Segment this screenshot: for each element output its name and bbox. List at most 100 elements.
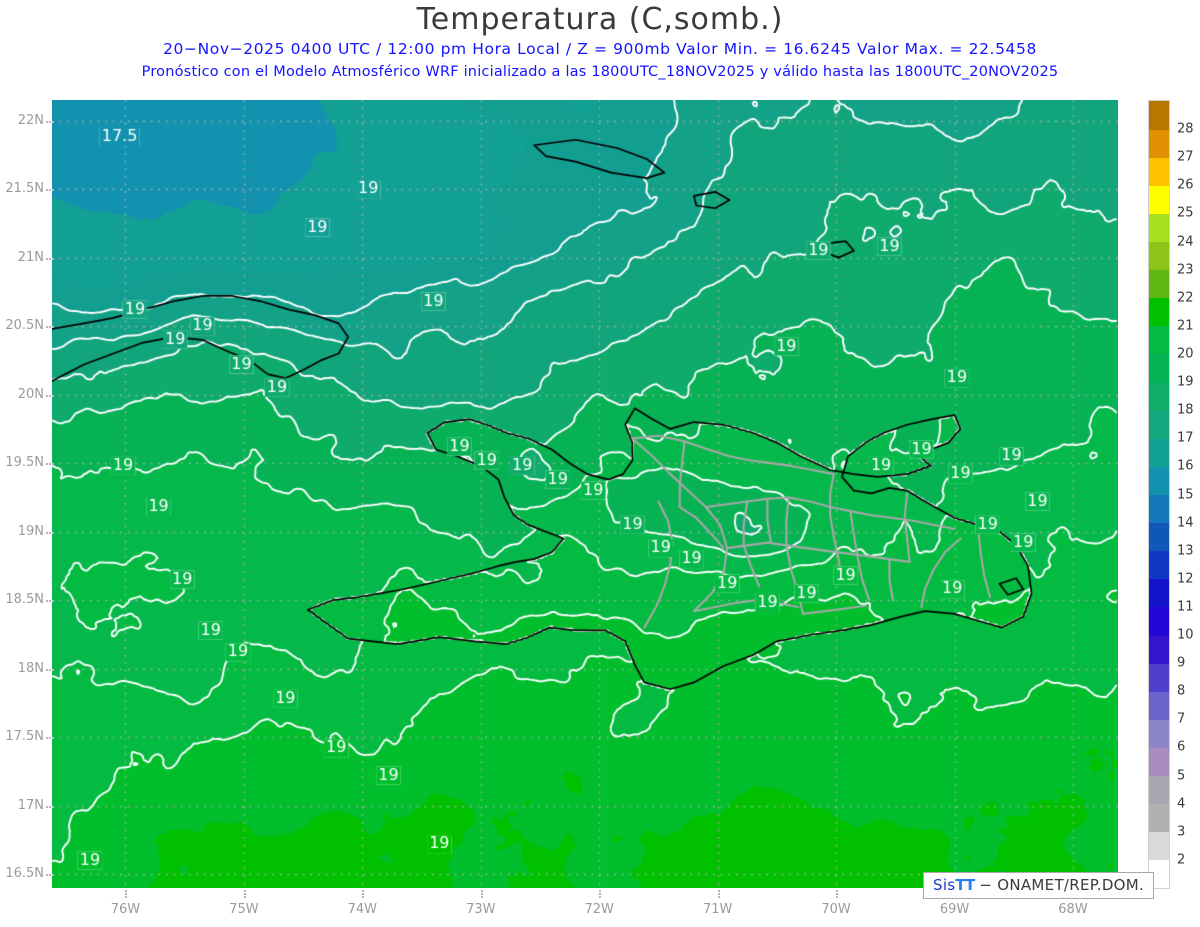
longitude-tick-label: 73W <box>466 902 496 917</box>
latitude-tick-label: 21N <box>17 249 44 265</box>
colorbar-tick-label: 23 <box>1177 262 1194 278</box>
longitude-tick-mark <box>836 890 839 898</box>
colorbar-tick-label: 24 <box>1177 234 1194 250</box>
colorbar-swatch <box>1149 663 1169 692</box>
colorbar-tick-label: 12 <box>1177 571 1194 587</box>
latitude-tick-mark <box>46 737 54 740</box>
model-description-line: Pronóstico con el Modelo Atmosférico WRF… <box>141 64 1059 80</box>
latitude-tick-label: 16.5N <box>5 866 44 882</box>
colorbar-swatch <box>1149 241 1169 271</box>
latitude-tick-label: 17N <box>17 797 44 813</box>
colorbar-swatch <box>1149 297 1169 327</box>
attribution-badge: SisTT − ONAMET/REP.DOM. <box>923 872 1155 899</box>
longitude-tick-label: 68W <box>1058 902 1088 917</box>
latitude-tick-mark <box>46 189 54 192</box>
colorbar-tick-label: 21 <box>1177 318 1194 334</box>
colorbar-tick-label: 25 <box>1177 205 1194 221</box>
latitude-tick-label: 19N <box>17 523 44 539</box>
colorbar-swatch <box>1149 635 1169 664</box>
longitude-tick-label: 72W <box>584 902 614 917</box>
page-title: Temperatura (C,somb.) <box>416 2 784 37</box>
latitude-tick-label: 19.5N <box>5 455 44 471</box>
longitude-tick-label: 70W <box>821 902 851 917</box>
colorbar-swatch <box>1149 747 1169 777</box>
colorbar-swatch <box>1149 522 1169 552</box>
colorbar-tick-label: 7 <box>1177 711 1186 727</box>
longitude-tick-label: 69W <box>939 902 970 917</box>
colorbar-tick-label: 2 <box>1177 852 1186 868</box>
latitude-tick-mark <box>46 463 54 466</box>
colorbar-swatch <box>1149 466 1169 495</box>
colorbar-swatch <box>1149 719 1169 748</box>
forecast-metadata-line: 20−Nov−2025 0400 UTC / 12:00 pm Hora Loc… <box>163 40 1037 58</box>
colorbar-swatch <box>1149 129 1169 158</box>
colorbar-swatch <box>1149 494 1169 524</box>
colorbar-tick-label: 6 <box>1177 739 1186 755</box>
latitude-tick-label: 21.5N <box>5 181 44 197</box>
colorbar-tick-label: 17 <box>1177 430 1194 446</box>
colorbar-swatch <box>1149 410 1169 439</box>
colorbar-tick-label: 16 <box>1177 458 1194 474</box>
colorbar-swatch <box>1149 606 1169 636</box>
colorbar-swatch <box>1149 550 1169 580</box>
colorbar-swatch <box>1149 691 1169 720</box>
colorbar-tick-label: 18 <box>1177 402 1194 418</box>
colorbar-tick-label: 20 <box>1177 346 1194 362</box>
longitude-tick-label: 75W <box>229 902 259 917</box>
chart-header: Temperatura (C,somb.) 20−Nov−2025 0400 U… <box>0 0 1200 95</box>
colorbar-swatch <box>1149 803 1169 833</box>
latitude-tick-label: 20N <box>17 386 44 402</box>
colorbar-swatch <box>1149 831 1169 861</box>
longitude-tick-label: 74W <box>347 902 378 917</box>
longitude-tick-mark <box>362 890 365 898</box>
latitude-tick-label: 20.5N <box>5 318 44 334</box>
latitude-tick-mark <box>46 120 54 123</box>
colorbar-tick-label: 4 <box>1177 796 1186 812</box>
colorbar-swatch <box>1149 101 1169 130</box>
colorbar-swatch <box>1149 325 1169 355</box>
temperature-colorbar: 2 3 4 5 6 7 8 9 10 11 12 13 14 15 16 17 18 19 20 21 22 23 24 25… <box>1148 100 1194 889</box>
colorbar-tick-label: 11 <box>1177 599 1194 615</box>
latitude-tick-mark <box>46 257 54 260</box>
colorbar-tick-label: 8 <box>1177 683 1186 699</box>
attribution-suffix: − ONAMET/REP.DOM. <box>979 876 1145 894</box>
longitude-tick-mark <box>599 890 602 898</box>
latitude-tick-mark <box>46 394 54 397</box>
longitude-tick-mark <box>243 890 246 898</box>
attribution-mark: TT <box>955 876 975 894</box>
colorbar-swatch <box>1149 185 1169 214</box>
colorbar-tick-label: 5 <box>1177 768 1186 784</box>
latitude-tick-mark <box>46 326 54 329</box>
colorbar-tick-label: 26 <box>1177 177 1194 193</box>
colorbar-tick-label: 9 <box>1177 655 1186 671</box>
colorbar-tick-label: 19 <box>1177 374 1194 390</box>
colorbar-swatch <box>1149 382 1169 411</box>
longitude-tick-mark <box>717 890 720 898</box>
latitude-tick-mark <box>46 668 54 671</box>
latitude-tick-mark <box>46 531 54 534</box>
longitude-tick-label: 71W <box>702 902 733 917</box>
colorbar-swatch <box>1149 157 1169 186</box>
colorbar-tick-label: 27 <box>1177 149 1194 165</box>
colorbar-tick-label: 13 <box>1177 543 1194 559</box>
latitude-tick-label: 22N <box>17 112 44 128</box>
map-plot-area <box>52 100 1118 888</box>
latitude-tick-mark <box>46 805 54 808</box>
longitude-tick-label: 76W <box>110 902 141 917</box>
colorbar-tick-label: 3 <box>1177 824 1186 840</box>
latitude-tick-label: 17.5N <box>5 729 44 745</box>
colorbar-tick-label: 15 <box>1177 487 1194 502</box>
longitude-tick-mark <box>480 890 483 898</box>
colorbar-swatch <box>1149 578 1169 608</box>
colorbar-swatch <box>1149 775 1169 805</box>
latitude-tick-label: 18.5N <box>5 592 44 608</box>
colorbar-swatch <box>1149 353 1169 383</box>
colorbar-tick-label: 28 <box>1177 121 1194 137</box>
temperature-shaded-map <box>52 100 1118 888</box>
colorbar-tick-label: 22 <box>1177 290 1194 306</box>
colorbar-swatch <box>1149 438 1169 467</box>
colorbar-tick-label: 10 <box>1177 627 1194 643</box>
colorbar-tick-label: 14 <box>1177 515 1194 531</box>
latitude-tick-mark <box>46 874 54 877</box>
latitude-tick-mark <box>46 600 54 603</box>
